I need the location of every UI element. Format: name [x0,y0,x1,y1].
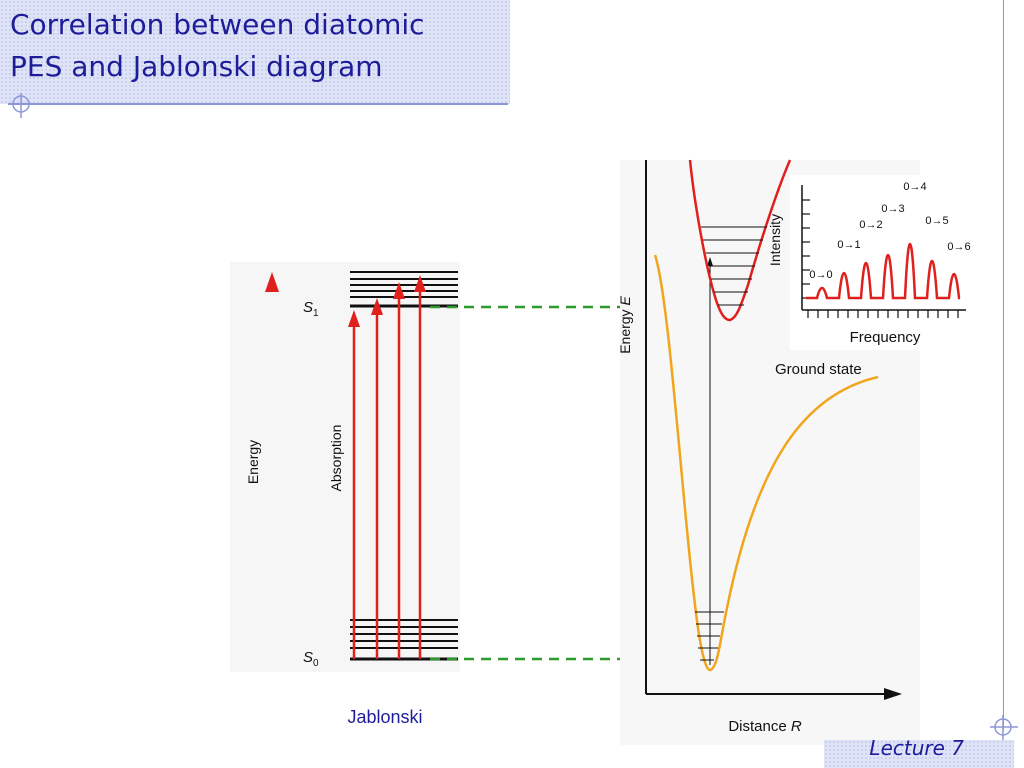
spectrum-background [790,175,970,350]
transition-arrowhead [707,257,713,266]
title-banner [0,0,510,104]
ground-state-curve [653,254,879,672]
jablonski-diagram: Energy S1 S0 Absorption [230,262,460,672]
absorption-arrows [348,275,426,659]
footer-lecture-label: Lecture 7 [869,736,964,760]
footer-banner [824,740,1014,768]
excited-state-curve [688,159,792,322]
absorption-label: Absorption [328,425,344,492]
pes-y-axis-label: Energy E [617,296,633,354]
spectrum-curve [806,243,961,300]
corner-mark-bottom-right [990,715,1018,740]
spectrum-peak-label: 0→3 [881,203,904,215]
corner-mark-top-left [12,93,36,118]
jablonski-caption: Jablonski [347,707,422,727]
spectrum-peak-labels: 0→0 0→1 0→2 0→3 0→4 0→5 0→6 [809,181,970,281]
slide-title-line-1: Correlation between diatomic [10,8,425,41]
jablonski-background [230,262,460,672]
energy-arrow-head [265,272,279,292]
pes-x-axis-label: Distance R [728,718,802,735]
spectrum-peak-label: 0→5 [925,215,948,227]
ground-state-label: Ground state [775,361,862,378]
pes-x-axis-arrowhead [884,688,902,700]
s1-label: S1 [303,299,319,319]
spectrum-peak-label: 0→4 [903,181,926,193]
spectrum-inset: 0→0 0→1 0→2 0→3 0→4 0→5 0→6 Intensity Frequenc… [767,175,971,350]
spectrum-peak-label: 0→0 [809,269,832,281]
excited-state-vibrational-levels [701,226,767,306]
spectrum-peak-label: 0→6 [947,241,970,253]
spectrum-y-label: Intensity [767,214,783,266]
spectrum-peak-label: 0→1 [837,239,860,251]
spectrum-ticks [802,199,959,318]
title-divider [8,103,508,105]
s1-levels [350,271,458,308]
energy-label: Energy [245,440,261,484]
slide-title-line-2: PES and Jablonski diagram [10,50,383,83]
spectrum-x-label: Frequency [850,329,921,346]
right-divider [1003,0,1004,730]
spectrum-peak-label: 0→2 [859,219,882,231]
s0-label: S0 [303,649,319,669]
